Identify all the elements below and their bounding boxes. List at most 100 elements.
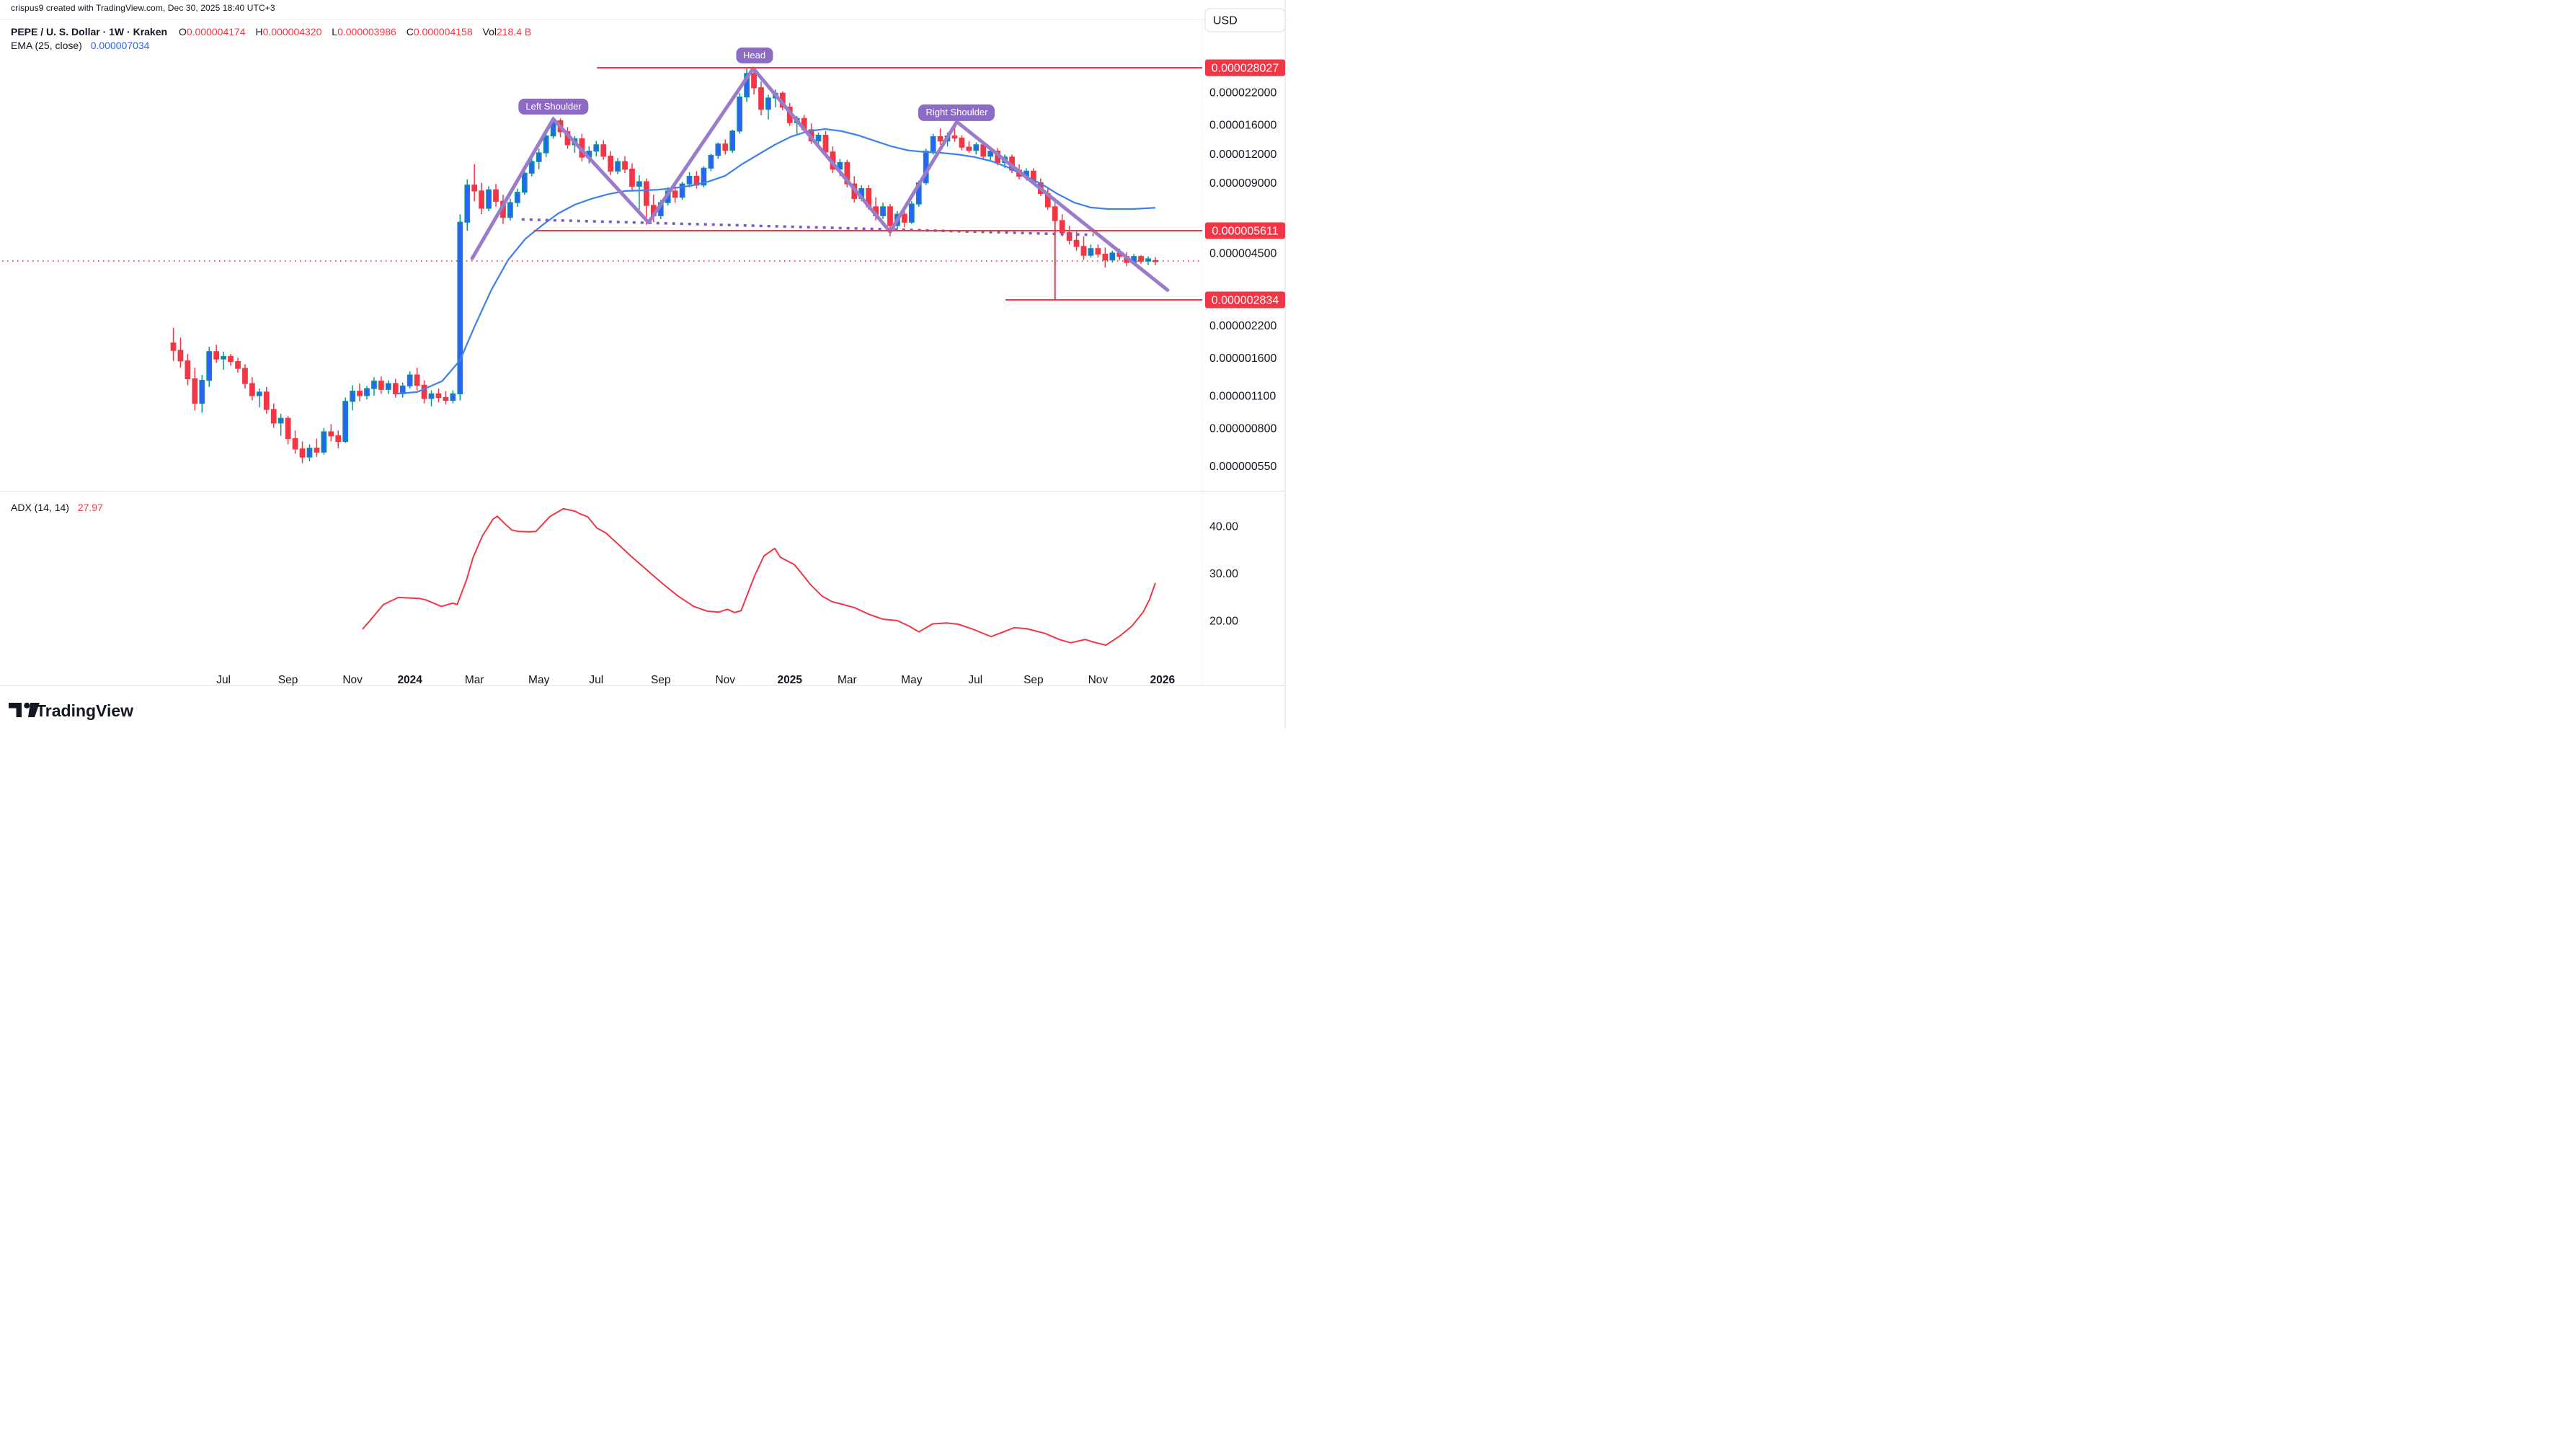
ohlc-low-value: 0.000003986 [337, 26, 396, 37]
candle-body [335, 435, 342, 443]
time-label: Sep [1023, 674, 1044, 686]
price-tick-label: 0.000004500 [1209, 248, 1277, 260]
time-label: May [901, 674, 923, 686]
candle-body [987, 151, 994, 157]
right-shoulder-label[interactable]: Right Shoulder [918, 105, 995, 121]
candle-body [930, 136, 936, 152]
head-label[interactable]: Head [735, 47, 773, 64]
time-label: Mar [838, 674, 857, 686]
candle-body [1059, 220, 1065, 234]
chart-canvas[interactable]: USD 0.000022000 0.000016000 0.000012000 0.00… [0, 0, 1288, 728]
candle-body [1109, 252, 1116, 261]
left-shoulder-label[interactable]: Left Shoulder [518, 98, 589, 115]
badge-value: 0.000005611 [1212, 226, 1278, 238]
logo-glyph-stem [16, 703, 22, 717]
candle-body [228, 355, 234, 363]
ohlc-open-label: O [178, 26, 187, 37]
candle-body [1095, 248, 1101, 255]
candle-body [292, 438, 298, 450]
volume-value: 218.4 B [496, 26, 532, 37]
time-axis[interactable]: Jul Sep Nov 2024 Mar May Jul Sep Nov 2025 Mar May Ju… [216, 674, 1175, 686]
candle-body [414, 374, 420, 386]
logo-glyph-dot [24, 702, 30, 709]
badge-box [1205, 222, 1285, 239]
candle-body [715, 143, 721, 156]
adx-line[interactable] [362, 507, 1156, 647]
candle-body [364, 388, 370, 396]
price-tick-label: 0.000000550 [1209, 461, 1277, 473]
price-level-badge: 0.000002834 [1205, 291, 1285, 308]
candle-body [242, 368, 248, 384]
ohlc-close-label: C [406, 26, 414, 37]
price-tick-label: 0.000000800 [1209, 422, 1277, 435]
candle-body [622, 161, 628, 170]
time-label: Sep [651, 674, 671, 686]
candle-body [758, 87, 764, 110]
candle-body [951, 135, 958, 139]
adx-indicator-row[interactable]: ADX (14, 14) 27.97 [11, 502, 103, 513]
candle-body [1102, 253, 1109, 261]
candle-body [765, 97, 771, 110]
candle-body [493, 189, 499, 202]
time-label: May [528, 674, 550, 686]
candle-body [428, 393, 435, 399]
candle-body [464, 185, 471, 223]
candle-body [608, 156, 614, 172]
price-tick-label: 0.000002200 [1209, 320, 1277, 332]
candle-body [350, 391, 355, 402]
candle-body [314, 448, 320, 453]
candle-body [443, 396, 449, 401]
price-tick-label: 0.000022000 [1209, 87, 1277, 99]
candle-body [471, 185, 478, 192]
price-tick-label: 0.000016000 [1209, 119, 1277, 131]
candle-body [615, 161, 621, 172]
candle-body [701, 167, 707, 186]
ohlc-low-label: L [332, 26, 338, 37]
neckline-dotted[interactable] [521, 218, 1094, 236]
candle-body [206, 351, 213, 381]
candle-body [679, 183, 685, 198]
candle-body [277, 417, 284, 424]
adx-indicator-label: ADX (14, 14) [11, 502, 69, 513]
badge-value: 0.000002834 [1212, 295, 1279, 307]
price-tick-label: 0.000012000 [1209, 148, 1277, 161]
candle-body [479, 190, 485, 209]
logo-glyph-bar [9, 703, 22, 709]
candle-body [263, 391, 270, 410]
candle-body [902, 213, 907, 223]
candle-body [457, 221, 463, 395]
currency-button-box[interactable] [1204, 8, 1286, 32]
candle-body [450, 393, 456, 401]
candle-body [643, 181, 649, 206]
time-label: Nov [1088, 674, 1109, 686]
candle-body [822, 134, 829, 153]
candlestick-series[interactable] [170, 68, 1158, 463]
price-tick-label: 0.000001600 [1209, 352, 1277, 365]
adx-tick-label: 20.00 [1209, 616, 1238, 628]
candle-body [1138, 256, 1144, 262]
candle-body [170, 342, 177, 351]
candle-body [751, 73, 757, 89]
ema-indicator-row[interactable]: EMA (25, close) 0.000007034 [11, 40, 149, 51]
candle-body [528, 161, 535, 174]
candle-body [629, 169, 635, 187]
price-axis[interactable]: USD 0.000022000 0.000016000 0.000012000 0.00… [1204, 8, 1286, 628]
ema-indicator-value: 0.000007034 [90, 40, 150, 51]
candle-body [235, 361, 241, 369]
candle-body [221, 355, 226, 360]
candle-body [521, 172, 528, 193]
candle-body [378, 381, 384, 390]
candle-body [407, 374, 413, 387]
candle-body [421, 384, 427, 399]
candle-body [708, 154, 714, 169]
tradingview-logo[interactable]: TradingView [9, 701, 133, 720]
candle-body [844, 161, 850, 185]
tradingview-chart-snapshot: USD 0.000022000 0.000016000 0.000012000 0.00… [0, 0, 1288, 728]
candle-body [536, 152, 542, 162]
ema-line[interactable] [395, 128, 1156, 395]
price-tick-label: 0.000009000 [1209, 177, 1277, 190]
candle-body [686, 175, 693, 185]
currency-button[interactable]: USD [1204, 8, 1286, 32]
symbol-title[interactable]: PEPE / U. S. Dollar · 1W · Kraken [11, 26, 168, 37]
candle-body [371, 381, 377, 389]
